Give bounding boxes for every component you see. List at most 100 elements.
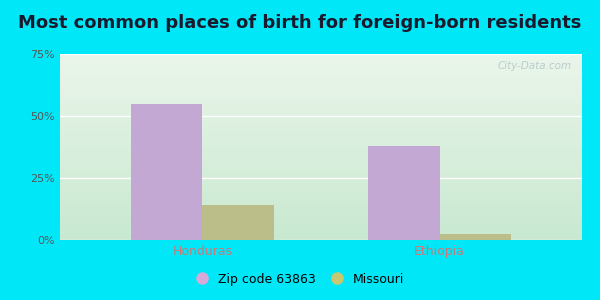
Bar xyxy=(60,164,582,165)
Bar xyxy=(60,65,582,66)
Bar xyxy=(60,71,582,72)
Bar xyxy=(60,114,582,116)
Bar xyxy=(60,162,582,163)
Bar xyxy=(60,55,582,56)
Bar xyxy=(60,189,582,190)
Bar xyxy=(60,233,582,234)
Bar xyxy=(60,236,582,237)
Bar xyxy=(60,163,582,164)
Bar xyxy=(60,84,582,85)
Bar xyxy=(60,170,582,171)
Bar xyxy=(60,111,582,112)
Bar xyxy=(60,153,582,154)
Bar xyxy=(60,122,582,123)
Bar xyxy=(60,134,582,135)
Bar xyxy=(202,205,274,240)
Bar xyxy=(60,73,582,74)
Bar xyxy=(60,85,582,86)
Bar xyxy=(60,212,582,213)
Bar xyxy=(60,63,582,64)
Bar xyxy=(60,227,582,228)
Bar xyxy=(60,203,582,204)
Bar xyxy=(60,155,582,156)
Bar xyxy=(60,108,582,109)
Bar xyxy=(60,68,582,69)
Bar xyxy=(60,123,582,124)
Bar xyxy=(60,204,582,205)
Bar xyxy=(60,167,582,168)
Bar xyxy=(60,89,582,90)
Bar xyxy=(60,176,582,177)
Bar xyxy=(60,194,582,195)
Bar xyxy=(60,151,582,152)
Bar xyxy=(60,226,582,227)
Bar xyxy=(60,174,582,175)
Bar xyxy=(60,127,582,128)
Bar xyxy=(60,130,582,131)
Bar xyxy=(60,100,582,101)
Legend: Zip code 63863, Missouri: Zip code 63863, Missouri xyxy=(190,268,410,291)
Bar xyxy=(60,150,582,151)
Bar xyxy=(60,107,582,108)
Bar xyxy=(60,103,582,104)
Bar xyxy=(60,234,582,235)
Bar xyxy=(60,105,582,106)
Bar xyxy=(60,62,582,63)
Bar xyxy=(60,104,582,105)
Bar xyxy=(60,70,582,71)
Bar xyxy=(60,113,582,114)
Bar xyxy=(60,81,582,82)
Bar xyxy=(60,135,582,136)
Bar xyxy=(60,72,582,73)
Bar xyxy=(60,157,582,158)
Bar xyxy=(440,234,511,240)
Bar xyxy=(60,196,582,197)
Bar xyxy=(60,149,582,150)
Bar xyxy=(60,223,582,224)
Bar xyxy=(60,159,582,160)
Bar xyxy=(60,216,582,217)
Bar xyxy=(60,74,582,75)
Bar xyxy=(60,158,582,159)
Bar xyxy=(60,91,582,92)
Bar xyxy=(60,147,582,148)
Bar xyxy=(60,224,582,225)
Bar xyxy=(60,169,582,170)
Bar xyxy=(60,124,582,125)
Bar xyxy=(60,58,582,60)
Bar xyxy=(60,220,582,221)
Bar xyxy=(60,131,582,132)
Bar xyxy=(60,93,582,94)
Bar xyxy=(60,177,582,178)
Bar xyxy=(60,64,582,65)
Bar xyxy=(60,199,582,200)
Bar xyxy=(60,100,582,101)
Bar xyxy=(60,133,582,134)
Bar xyxy=(60,198,582,199)
Bar xyxy=(60,232,582,233)
Bar xyxy=(60,66,582,67)
Bar xyxy=(60,222,582,223)
Bar xyxy=(60,175,582,176)
Bar xyxy=(60,60,582,61)
Bar xyxy=(60,128,582,129)
Bar xyxy=(60,125,582,126)
Bar xyxy=(60,187,582,188)
Bar xyxy=(60,197,582,198)
Bar xyxy=(60,181,582,182)
Bar xyxy=(60,61,582,62)
Bar xyxy=(60,101,582,102)
Text: Most common places of birth for foreign-born residents: Most common places of birth for foreign-… xyxy=(19,14,581,32)
Bar xyxy=(60,144,582,145)
Bar xyxy=(60,139,582,140)
Bar xyxy=(60,141,582,142)
Bar xyxy=(60,186,582,187)
Bar xyxy=(60,215,582,216)
Bar xyxy=(60,75,582,76)
Bar xyxy=(60,116,582,117)
Bar xyxy=(60,80,582,81)
Bar xyxy=(60,76,582,77)
Bar xyxy=(60,182,582,183)
Bar xyxy=(60,56,582,57)
Bar xyxy=(131,103,202,240)
